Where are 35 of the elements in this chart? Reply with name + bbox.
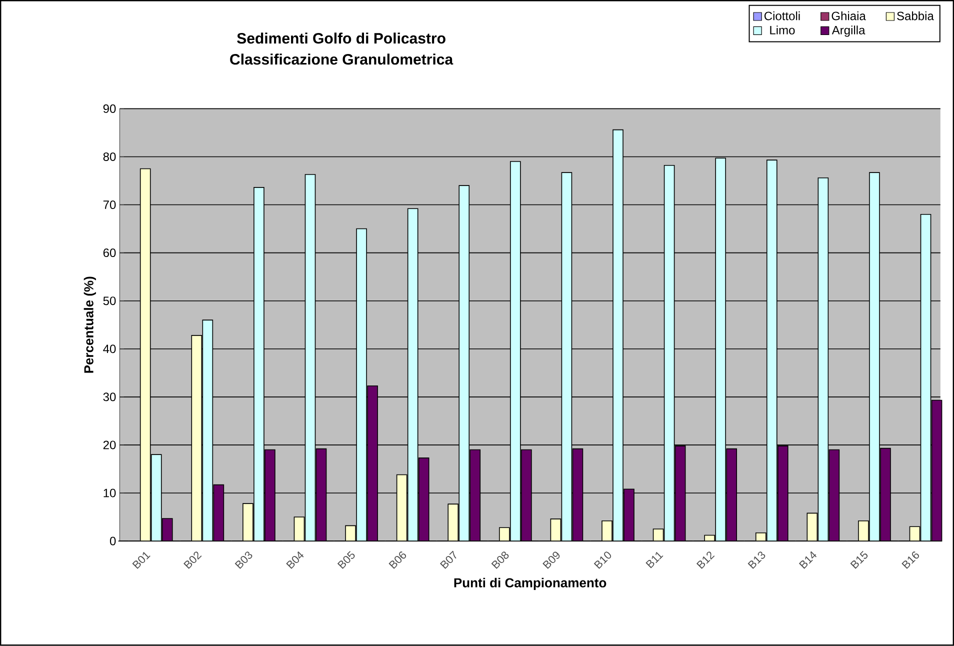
y-tick-label: 30 [103, 392, 116, 402]
x-tick-label: B03 [234, 552, 252, 570]
x-axis-title: Punti di Campionamento [454, 578, 606, 590]
x-tick-label: B04 [286, 551, 304, 570]
x-tick-label: B14 [798, 551, 817, 569]
x-tick-label: B09 [542, 552, 560, 570]
y-tick-label: 20 [103, 440, 116, 450]
x-tick-label: B01 [132, 552, 150, 570]
y-tick-label: 90 [103, 104, 116, 114]
x-tick-label: B07 [440, 550, 456, 570]
legend-label: Limo [770, 26, 795, 35]
y-tick-label: 10 [104, 488, 116, 498]
y-tick-label: 0 [110, 536, 116, 546]
y-axis-title: Percentuale (%) [84, 276, 96, 373]
x-tick-label: B08 [491, 552, 509, 570]
chart-subtitle: Classificazione Granulometrica [230, 54, 454, 65]
y-tick-label: 80 [103, 152, 116, 162]
legend-label: Sabbia [897, 12, 934, 20]
y-tick-label: 70 [103, 200, 116, 210]
legend-label: Ciottoli [764, 12, 800, 20]
legend-label: Argilla [832, 26, 866, 37]
y-tick-label: 40 [103, 344, 116, 354]
y-tick-label: 50 [103, 296, 116, 306]
x-tick-label: B02 [184, 552, 202, 570]
x-tick-label: B05 [337, 551, 355, 570]
x-tick-label: B06 [388, 552, 406, 570]
y-tick-label: 60 [103, 248, 116, 258]
x-tick-label: B15 [850, 551, 868, 569]
x-tick-label: B12 [696, 552, 715, 570]
x-tick-label: B11 [646, 552, 664, 568]
x-tick-label: B13 [748, 552, 766, 570]
x-tick-label: B16 [902, 552, 919, 570]
legend-label: Ghiaia [832, 12, 866, 20]
chart-title: Sedimenti Golfo di Policastro [237, 32, 446, 44]
x-tick-label: B10 [594, 552, 612, 570]
